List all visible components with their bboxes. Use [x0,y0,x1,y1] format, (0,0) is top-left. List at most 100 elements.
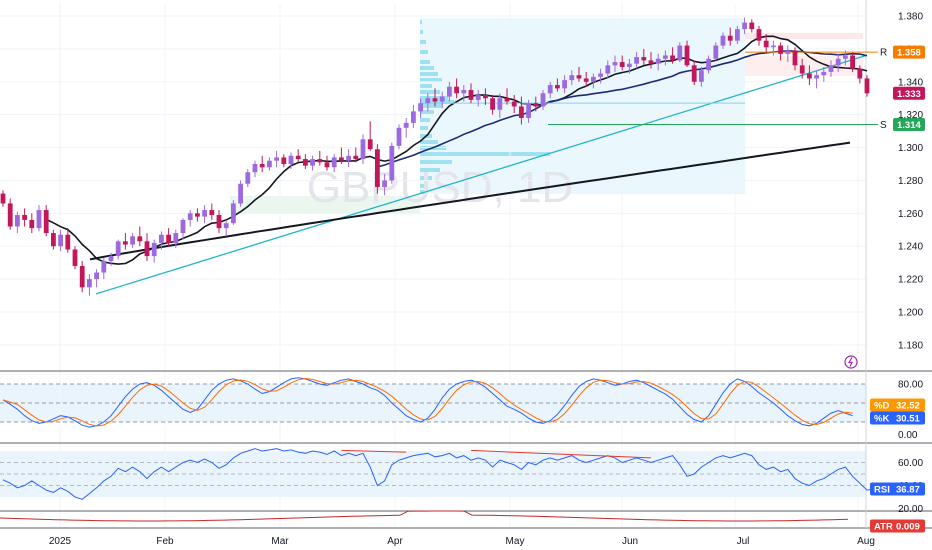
candle [447,81,452,102]
candle [403,117,409,138]
candle [519,96,524,125]
candle-body [526,103,531,118]
candle-body [627,63,632,67]
price-tick-label: 1.320 [898,110,923,121]
candle [475,90,481,107]
time-tick-label: Mar [271,536,289,547]
time-tick-label: Feb [156,536,174,547]
candle [231,200,236,225]
candle [324,155,330,171]
candle-body [252,164,258,173]
candle [166,228,171,247]
price-tags: R 1.358 1.333 S 1.314 %D 32.52 %K 30.51 RSI 36.87 A… [870,45,925,533]
candle-body [317,159,323,163]
candle-body [173,233,179,243]
candle-body [58,234,63,247]
candle [619,55,625,71]
time-tick-label: Aug [857,536,875,547]
candle [353,147,359,163]
candle-body [749,22,755,30]
candle [101,257,107,280]
candle [850,52,855,72]
candle-body [511,101,517,107]
candle-body [663,55,668,59]
candle [115,239,121,260]
time-tick-label: May [506,536,525,547]
volume-profile-bar [420,72,438,76]
candle [490,94,495,115]
candle [555,78,560,92]
candle [835,53,841,72]
candle [612,55,618,72]
candle [533,96,539,112]
candle [526,99,531,123]
candle-body [519,106,524,118]
candle-body [130,236,135,245]
volume-profile-bar [420,176,432,180]
candle-body [778,45,783,54]
candle-body [396,127,402,146]
alert-icon[interactable] [844,355,858,369]
volume-profile-bar [420,30,423,34]
candle [799,58,805,79]
candle [7,198,13,230]
candle-body [137,236,143,242]
candle [123,233,128,250]
volume-profile-bar [420,60,430,64]
candle-body [468,90,474,100]
last-price-tag-box [893,86,925,100]
candle [274,150,279,168]
candle-body [504,98,510,102]
candle [756,25,762,46]
candle-body [792,50,798,66]
price-tick-label: 1.260 [898,209,923,220]
candle [51,229,56,250]
candle-body [245,172,251,184]
candle [15,211,20,234]
candle [677,42,683,63]
candle-body [547,85,553,94]
volume-profile-bar [420,104,442,108]
candle [699,66,704,87]
rsi-line [2,448,875,500]
candle-body [353,155,359,160]
candle [778,42,783,61]
atr-tag-value: 0.009 [896,522,920,533]
sma-long [89,141,851,261]
time-tick-label: Jul [737,536,750,547]
volume-profile-bar [420,90,440,94]
candle [864,75,870,97]
candle [295,149,301,163]
candle-body [605,65,611,74]
candle-body [475,94,481,100]
rsi-tag-box [870,482,925,496]
atr-tick-label: 20.00 [898,504,923,515]
candle [648,52,654,69]
rsi-tick-label: 60.00 [898,458,923,469]
volume-profile-bar [420,152,550,156]
candle-body [375,149,380,188]
candle-body [835,58,841,66]
price-tick-label: 1.200 [898,308,923,319]
candle-body [187,213,193,220]
candle [180,218,186,240]
candle-body [576,75,582,79]
candle [569,70,575,86]
volume-profile-bar [420,50,428,54]
candle [375,144,380,194]
candle-body [706,58,711,71]
candle-body [619,62,625,67]
candle [547,81,553,99]
candle-body [677,45,683,61]
candle-body [490,98,495,110]
volume-profile-bar [420,66,434,70]
candle-body [346,155,351,161]
candle [670,47,675,64]
candle-body [382,180,387,188]
candle [843,50,848,66]
candle-body [771,45,776,48]
time-tick-label: Jun [622,536,638,547]
candle [259,155,265,173]
candle-body [713,45,719,59]
stoch-k-tag: %K 30.51 [870,411,925,425]
